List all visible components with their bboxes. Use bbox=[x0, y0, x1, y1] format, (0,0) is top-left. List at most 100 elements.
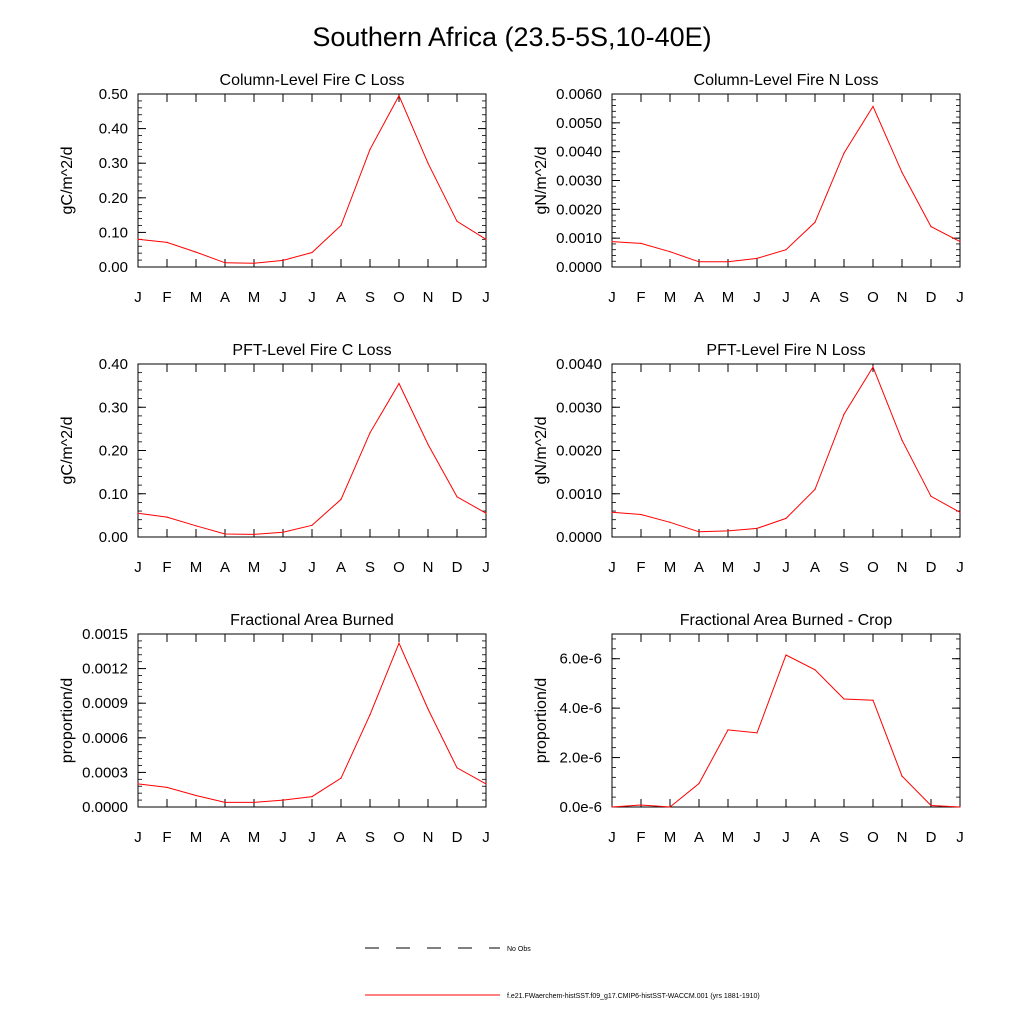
y-tick-label: 0.0010 bbox=[556, 230, 602, 247]
data-point bbox=[669, 521, 671, 523]
data-point bbox=[785, 517, 787, 520]
x-tick-label: M bbox=[722, 289, 735, 306]
data-point bbox=[640, 804, 642, 806]
x-tick-label: S bbox=[839, 559, 849, 576]
data-point bbox=[727, 530, 729, 532]
y-tick-label: 0.0000 bbox=[82, 799, 128, 816]
x-tick-label: D bbox=[452, 559, 463, 576]
data-point bbox=[843, 413, 845, 415]
series-line bbox=[611, 654, 961, 808]
data-point bbox=[253, 262, 255, 264]
x-tick-label: J bbox=[956, 289, 964, 306]
y-axis-label: proportion/d bbox=[533, 678, 550, 763]
data-point bbox=[901, 775, 903, 777]
y-tick-label: 0.20 bbox=[99, 443, 128, 460]
panel-title: PFT-Level Fire C Loss bbox=[232, 342, 391, 359]
data-point bbox=[398, 382, 400, 385]
x-tick-label: A bbox=[810, 829, 820, 846]
data-point bbox=[311, 524, 313, 526]
y-tick-label: 0.0060 bbox=[556, 86, 602, 103]
x-tick-label: O bbox=[867, 829, 879, 846]
x-tick-label: S bbox=[365, 289, 375, 306]
data-point bbox=[137, 238, 139, 240]
data-point bbox=[901, 171, 903, 173]
data-point bbox=[166, 786, 168, 789]
series-line bbox=[137, 94, 487, 264]
data-point bbox=[611, 511, 613, 513]
data-point bbox=[959, 806, 961, 808]
y-tick-label: 0.00 bbox=[99, 529, 128, 546]
y-tick-label: 0.50 bbox=[99, 86, 128, 103]
data-point bbox=[224, 262, 226, 264]
x-tick-label: J bbox=[308, 559, 316, 576]
x-tick-label: A bbox=[810, 559, 820, 576]
plot-frame bbox=[137, 363, 487, 538]
data-point bbox=[311, 251, 313, 254]
x-tick-label: N bbox=[897, 289, 908, 306]
panel-title: Fractional Area Burned bbox=[230, 612, 394, 629]
data-point bbox=[456, 220, 458, 222]
x-tick-label: M bbox=[664, 829, 677, 846]
y-tick-label: 0.0020 bbox=[556, 201, 602, 218]
x-tick-label: J bbox=[782, 559, 790, 576]
y-tick-label: 0.0020 bbox=[556, 443, 602, 460]
x-tick-label: A bbox=[810, 289, 820, 306]
x-tick-label: A bbox=[220, 829, 230, 846]
y-tick-label: 0.30 bbox=[99, 399, 128, 416]
y-tick-label: 0.0040 bbox=[556, 144, 602, 161]
data-point bbox=[398, 95, 400, 97]
x-tick-label: O bbox=[393, 559, 405, 576]
y-axis-label: gN/m^2/d bbox=[533, 147, 550, 215]
series-line bbox=[611, 105, 961, 263]
y-axis-label: gC/m^2/d bbox=[59, 147, 76, 215]
data-point bbox=[930, 495, 932, 497]
x-tick-label: A bbox=[336, 289, 346, 306]
plot-frame bbox=[137, 93, 487, 268]
y-tick-label: 0.0009 bbox=[82, 695, 128, 712]
data-point bbox=[959, 511, 961, 513]
data-point bbox=[311, 796, 313, 798]
x-tick-label: M bbox=[190, 289, 203, 306]
x-tick-label: S bbox=[365, 829, 375, 846]
data-point bbox=[369, 714, 371, 716]
data-point bbox=[340, 777, 342, 779]
x-tick-label: D bbox=[452, 289, 463, 306]
data-point bbox=[814, 488, 816, 490]
data-point bbox=[727, 729, 729, 731]
data-point bbox=[340, 224, 342, 227]
plot-frame bbox=[611, 633, 961, 808]
data-point bbox=[137, 783, 139, 785]
x-tick-label: J bbox=[308, 289, 316, 306]
y-tick-label: 0.0030 bbox=[556, 173, 602, 190]
x-tick-label: J bbox=[608, 559, 616, 576]
data-point bbox=[669, 251, 671, 253]
data-point bbox=[427, 162, 429, 164]
x-tick-label: J bbox=[753, 289, 761, 306]
y-tick-label: 0.0012 bbox=[82, 661, 128, 678]
x-tick-label: J bbox=[134, 289, 142, 306]
x-tick-label: J bbox=[482, 829, 490, 846]
y-tick-label: 0.20 bbox=[99, 190, 128, 207]
y-tick-label: 0.0010 bbox=[556, 486, 602, 503]
x-tick-label: S bbox=[839, 829, 849, 846]
x-tick-label: D bbox=[452, 829, 463, 846]
data-point bbox=[698, 261, 700, 263]
data-point bbox=[166, 516, 168, 518]
data-point bbox=[756, 732, 758, 734]
plot-frame bbox=[611, 93, 961, 268]
data-point bbox=[137, 512, 139, 514]
panel-title: Fractional Area Burned - Crop bbox=[680, 612, 893, 629]
x-tick-label: N bbox=[423, 829, 434, 846]
x-tick-label: M bbox=[190, 829, 203, 846]
x-tick-label: F bbox=[162, 829, 171, 846]
data-point bbox=[485, 783, 487, 785]
y-tick-label: 0.0e-6 bbox=[559, 799, 602, 816]
y-tick-label: 0.10 bbox=[99, 486, 128, 503]
data-point bbox=[785, 654, 787, 656]
data-point bbox=[698, 782, 700, 785]
x-tick-label: J bbox=[279, 829, 287, 846]
legend-label: f.e21.FWaerchem-histSST.f09_g17.CMIP6-hi… bbox=[507, 993, 760, 1000]
x-tick-label: J bbox=[956, 559, 964, 576]
